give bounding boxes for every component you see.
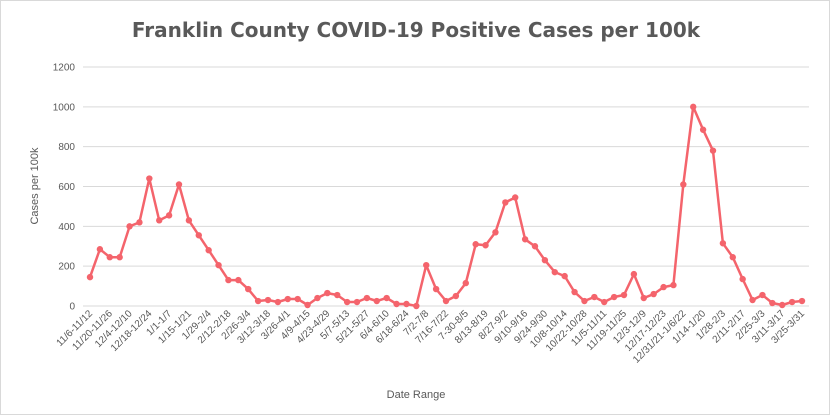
data-point xyxy=(601,298,608,306)
data-point xyxy=(650,290,657,298)
data-point xyxy=(561,272,568,280)
data-point xyxy=(541,256,549,264)
data-point xyxy=(116,254,123,261)
data-point xyxy=(640,294,647,302)
data-point xyxy=(690,103,697,111)
data-point xyxy=(245,285,252,293)
data-point xyxy=(264,296,272,304)
data-point xyxy=(294,295,301,303)
series-line xyxy=(88,105,803,308)
y-tick-label: 1000 xyxy=(53,102,76,113)
y-tick-label: 0 xyxy=(69,302,75,313)
data-point xyxy=(373,297,380,305)
data-point xyxy=(353,298,361,306)
data-point xyxy=(719,240,727,247)
x-axis-label: Date Range xyxy=(386,389,446,401)
data-point xyxy=(442,297,450,305)
data-point xyxy=(502,199,509,206)
data-point xyxy=(304,301,311,309)
data-point xyxy=(452,292,460,300)
data-point xyxy=(610,293,618,301)
data-point xyxy=(106,254,113,261)
y-tick-label: 200 xyxy=(58,262,75,273)
data-point xyxy=(136,219,143,226)
chart-title: Franklin County COVID-19 Positive Cases … xyxy=(131,18,701,42)
data-point xyxy=(146,175,153,182)
data-point xyxy=(423,261,430,269)
data-point xyxy=(126,223,133,230)
data-point xyxy=(591,293,598,301)
data-point xyxy=(571,288,578,296)
data-point xyxy=(175,181,183,188)
data-point xyxy=(512,194,519,201)
y-tick-label: 400 xyxy=(58,222,75,233)
data-point xyxy=(709,147,717,154)
data-point xyxy=(215,261,222,269)
data-point xyxy=(620,291,628,299)
data-point xyxy=(739,275,746,283)
data-point xyxy=(581,297,588,305)
data-point xyxy=(462,279,469,287)
data-point xyxy=(403,300,410,308)
data-point xyxy=(343,298,351,306)
data-point xyxy=(185,217,193,224)
data-point xyxy=(274,298,282,306)
data-point xyxy=(660,283,667,291)
data-point xyxy=(630,270,638,278)
data-point xyxy=(492,229,499,236)
data-point xyxy=(393,300,400,308)
data-point xyxy=(472,241,479,248)
data-point xyxy=(86,273,94,281)
data-point xyxy=(729,254,736,261)
data-point xyxy=(788,298,796,306)
data-point xyxy=(551,268,558,276)
data-point xyxy=(205,247,212,254)
data-point xyxy=(779,301,786,309)
data-point xyxy=(156,217,163,224)
data-point xyxy=(314,294,321,302)
data-point xyxy=(699,126,707,133)
data-point xyxy=(521,236,529,243)
data-point xyxy=(96,246,104,253)
data-point xyxy=(334,291,341,299)
data-point xyxy=(324,289,331,297)
data-point xyxy=(413,302,420,310)
data-point xyxy=(284,295,291,303)
data-point xyxy=(531,243,539,250)
data-point xyxy=(680,181,687,188)
data-point xyxy=(670,281,677,289)
data-point xyxy=(195,232,202,239)
y-tick-label: 800 xyxy=(58,142,75,153)
data-point xyxy=(254,297,262,305)
data-point xyxy=(432,285,440,293)
data-point xyxy=(749,296,756,304)
data-point xyxy=(235,276,242,284)
data-point xyxy=(225,276,232,284)
data-point xyxy=(798,297,806,305)
data-point xyxy=(759,291,766,299)
data-point xyxy=(363,294,371,302)
data-point xyxy=(383,294,390,302)
data-point xyxy=(482,242,489,249)
y-tick-label: 600 xyxy=(58,182,75,193)
data-point xyxy=(165,212,173,219)
data-point xyxy=(769,299,776,307)
y-tick-label: 1200 xyxy=(53,63,76,74)
